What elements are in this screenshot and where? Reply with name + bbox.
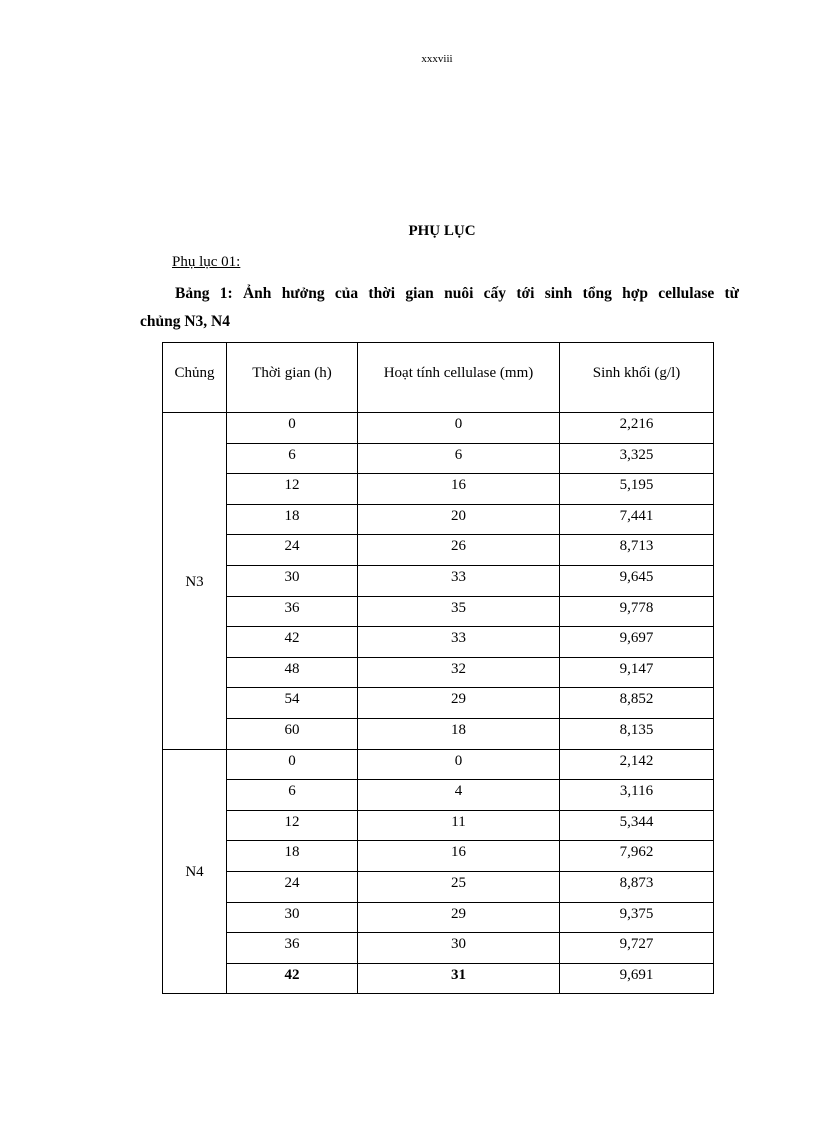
appendix-subtitle: Phụ lục 01: <box>172 254 241 270</box>
activity-cell: 11 <box>357 809 560 842</box>
activity-cell: 29 <box>357 687 560 719</box>
biomass-cell: 9,697 <box>559 626 714 658</box>
activity-cell: 16 <box>357 840 560 872</box>
biomass-cell: 7,441 <box>559 503 714 536</box>
header-biomass: Sinh khối (g/l) <box>559 342 714 413</box>
time-cell: 24 <box>226 534 358 566</box>
biomass-cell: 8,873 <box>559 870 714 903</box>
activity-cell: 4 <box>357 779 560 811</box>
time-cell: 18 <box>226 503 358 536</box>
table-row: 24 25 8,873 <box>163 870 714 903</box>
biomass-cell: 3,325 <box>559 442 714 475</box>
table-row: 36 30 9,727 <box>163 932 714 964</box>
header-strain: Chủng <box>162 342 227 413</box>
table-row: 24 26 8,713 <box>163 534 714 566</box>
table-row: 12 11 5,344 <box>163 809 714 842</box>
table-row: 54 29 8,852 <box>163 687 714 719</box>
biomass-cell: 9,778 <box>559 595 714 628</box>
page-title: PHỤ LỤC <box>408 223 476 239</box>
activity-cell: 26 <box>357 534 560 566</box>
activity-cell: 29 <box>357 901 560 934</box>
time-cell: 12 <box>226 473 358 505</box>
activity-cell: 6 <box>357 442 560 475</box>
time-cell: 36 <box>226 595 358 628</box>
table-row: 60 18 8,135 <box>163 717 714 750</box>
activity-cell: 33 <box>357 626 560 658</box>
time-cell: 54 <box>226 687 358 719</box>
activity-cell: 32 <box>357 656 560 689</box>
time-cell: 36 <box>226 932 358 964</box>
table-row: 42 33 9,697 <box>163 626 714 658</box>
time-cell: 0 <box>226 748 358 781</box>
header-time: Thời gian (h) <box>226 342 358 413</box>
table-row: 12 16 5,195 <box>163 473 714 505</box>
page-number: xxxviii <box>421 53 453 65</box>
data-table: Chủng Thời gian (h) Hoạt tính cellulase … <box>162 342 714 995</box>
table-row: N4 0 0 2,142 <box>162 748 714 995</box>
biomass-cell: 2,142 <box>559 748 714 781</box>
header-activity: Hoạt tính cellulase (mm) <box>357 342 560 413</box>
table-row: 18 16 7,962 <box>163 840 714 872</box>
activity-cell: 33 <box>357 564 560 597</box>
biomass-cell: 9,691 <box>559 962 714 995</box>
time-cell: 60 <box>226 717 358 750</box>
time-cell: 30 <box>226 564 358 597</box>
table-caption-line2: chủng N3, N4 <box>140 313 231 330</box>
table-row: 6 6 3,325 <box>163 442 714 475</box>
biomass-cell: 5,195 <box>559 473 714 505</box>
activity-cell: 35 <box>357 595 560 628</box>
table-caption-line1: Bảng 1: Ảnh hưởng của thời gian nuôi cấy… <box>175 285 739 302</box>
biomass-cell: 8,713 <box>559 534 714 566</box>
table-row: N3 0 0 2,216 <box>162 412 714 750</box>
table-row: 48 32 9,147 <box>163 656 714 689</box>
biomass-cell: 8,852 <box>559 687 714 719</box>
biomass-cell: 9,645 <box>559 564 714 597</box>
biomass-cell: 2,216 <box>559 412 714 444</box>
time-cell: 42 <box>226 626 358 658</box>
time-cell: 42 <box>226 962 358 995</box>
strain-cell: N3 <box>162 412 227 750</box>
activity-cell: 30 <box>357 932 560 964</box>
strain-cell: N4 <box>162 748 227 995</box>
activity-cell: 25 <box>357 870 560 903</box>
biomass-cell: 3,116 <box>559 779 714 811</box>
biomass-cell: 9,727 <box>559 932 714 964</box>
biomass-cell: 9,375 <box>559 901 714 934</box>
activity-cell: 20 <box>357 503 560 536</box>
time-cell: 0 <box>226 412 358 444</box>
activity-cell: 0 <box>357 412 560 444</box>
time-cell: 30 <box>226 901 358 934</box>
activity-cell: 18 <box>357 717 560 750</box>
time-cell: 48 <box>226 656 358 689</box>
activity-cell: 0 <box>357 748 560 781</box>
table-row: 30 33 9,645 <box>163 564 714 597</box>
time-cell: 24 <box>226 870 358 903</box>
time-cell: 6 <box>226 779 358 811</box>
biomass-cell: 9,147 <box>559 656 714 689</box>
time-cell: 6 <box>226 442 358 475</box>
activity-cell: 31 <box>357 962 560 995</box>
time-cell: 12 <box>226 809 358 842</box>
table-row: 36 35 9,778 <box>163 595 714 628</box>
table-row: 6 4 3,116 <box>163 779 714 811</box>
activity-cell: 16 <box>357 473 560 505</box>
biomass-cell: 7,962 <box>559 840 714 872</box>
table-row: 42 31 9,691 <box>163 962 714 995</box>
table-row: 30 29 9,375 <box>163 901 714 934</box>
biomass-cell: 5,344 <box>559 809 714 842</box>
table-row: 18 20 7,441 <box>163 503 714 536</box>
table-header-row: Chủng Thời gian (h) Hoạt tính cellulase … <box>162 342 714 413</box>
time-cell: 18 <box>226 840 358 872</box>
biomass-cell: 8,135 <box>559 717 714 750</box>
